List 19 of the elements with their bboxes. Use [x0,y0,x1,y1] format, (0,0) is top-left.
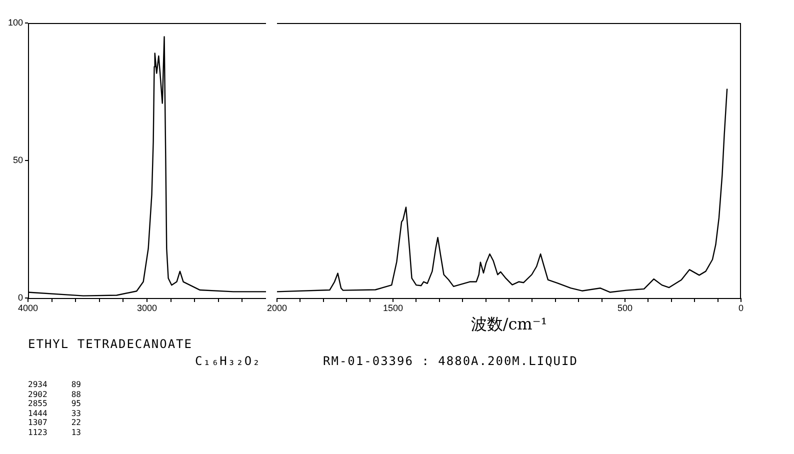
x-axis-title: 波数/cm⁻¹ [470,314,548,334]
x-tick-label: 1500 [382,302,404,313]
x-tick-label: 500 [617,302,633,313]
x-tick-label: 4000 [18,302,38,313]
x-tick-label: 0 [738,302,744,313]
text: 2855 95 [28,399,81,408]
text: ETHYL TETRADECANOATE [28,337,192,351]
x-tick-label: 3000 [136,302,158,313]
text: 1444 33 [28,408,81,418]
text: 2902 88 [28,390,81,399]
y-tick-label: 50 [12,154,23,165]
y-tick-label: 0 [18,292,23,302]
text: RM-01-03396 : 4880A.200M.LIQUID [323,354,578,368]
text: 2934 89 [28,380,81,389]
text: 1307 22 [28,418,81,428]
text: C₁₆H₃₂O₂ [195,354,261,368]
text: 1123 13 [28,428,81,437]
y-tick-label: 100 [8,17,23,28]
x-tick-label: 2000 [266,302,288,313]
